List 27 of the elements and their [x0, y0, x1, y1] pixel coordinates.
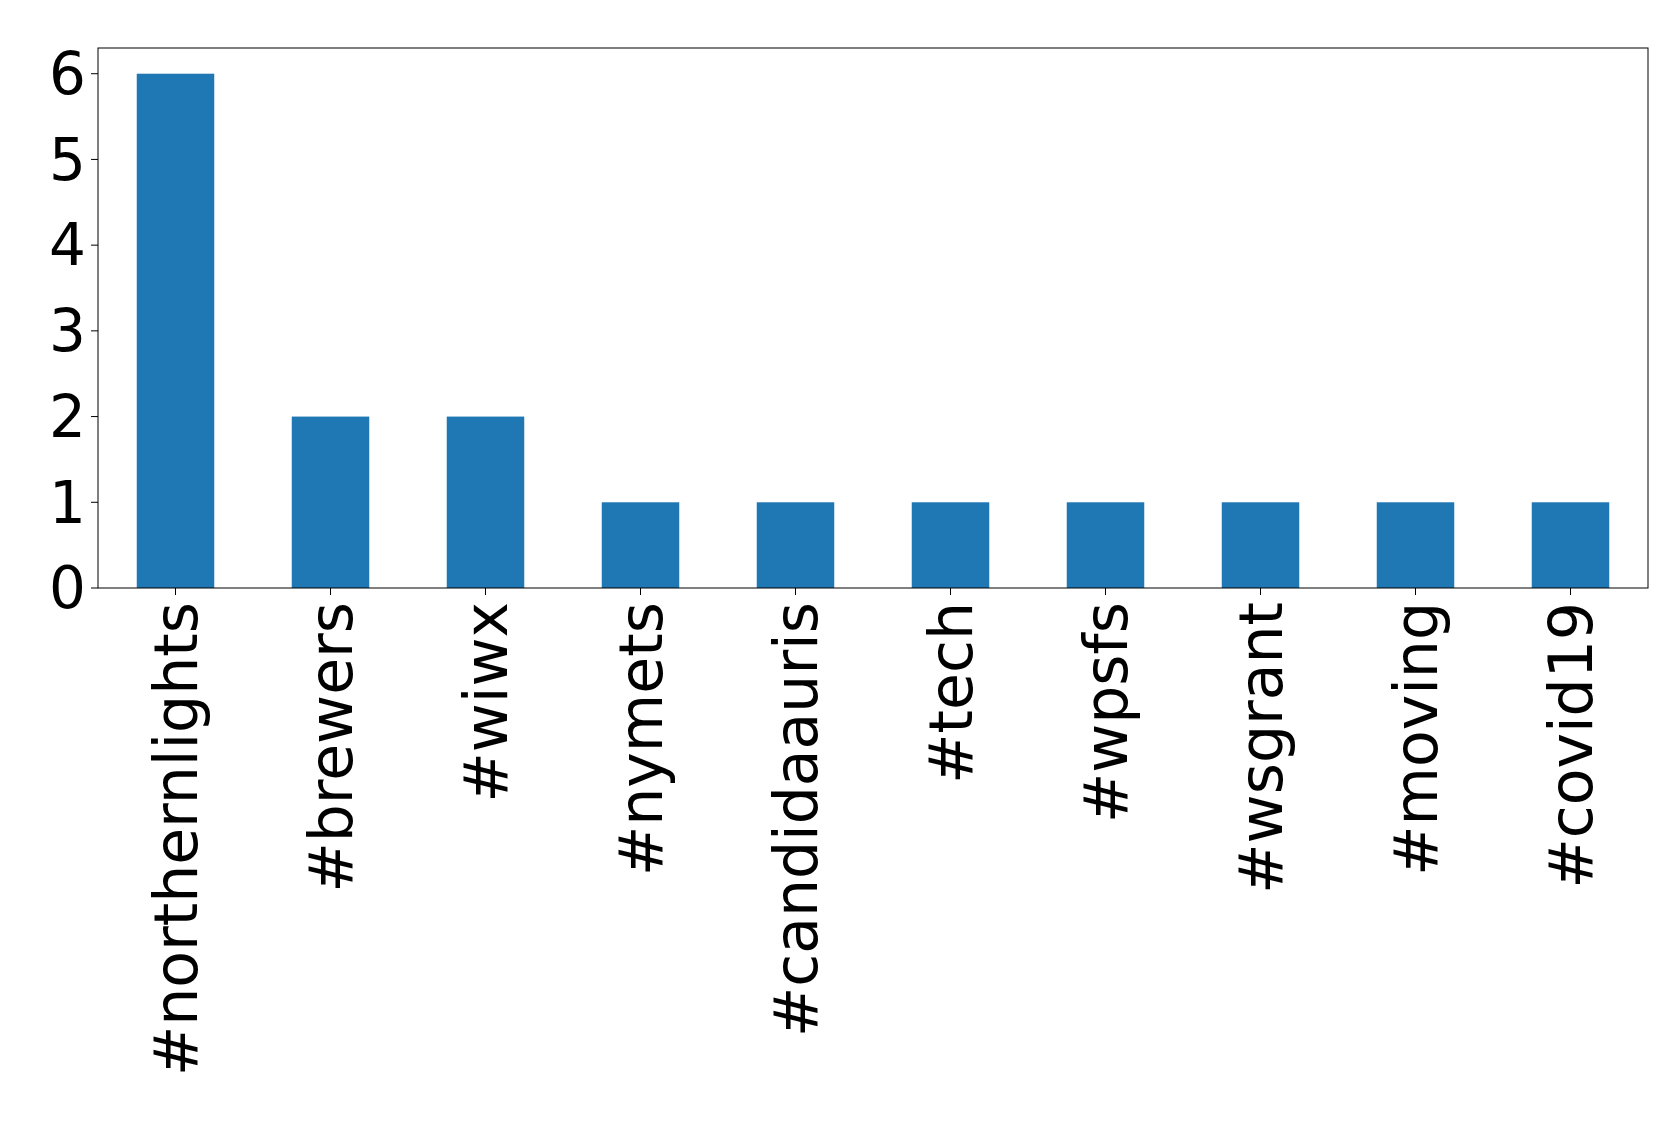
bar	[136, 73, 215, 588]
x-tick-label: #tech	[915, 602, 986, 784]
bar	[1531, 502, 1610, 588]
y-tick-label: 0	[49, 554, 86, 623]
bar	[1066, 502, 1145, 588]
y-tick-label: 2	[49, 382, 86, 451]
y-tick-label: 3	[49, 297, 86, 366]
bar	[756, 502, 835, 588]
bar	[446, 416, 525, 588]
x-tick-label: #wiwx	[450, 602, 521, 803]
y-tick-label: 6	[49, 40, 86, 109]
x-tick-label: #nymets	[605, 602, 676, 876]
x-tick-label: #northernlights	[140, 602, 211, 1077]
bar	[1221, 502, 1300, 588]
bar	[911, 502, 990, 588]
bar	[1376, 502, 1455, 588]
x-tick-label: #brewers	[295, 602, 366, 893]
x-tick-label: #candidaauris	[760, 602, 831, 1038]
y-tick-label: 5	[49, 125, 86, 194]
x-tick-label: #covid19	[1535, 602, 1606, 889]
y-tick-label: 4	[49, 211, 86, 280]
bar	[291, 416, 370, 588]
y-tick-label: 1	[49, 468, 86, 537]
x-tick-label: #moving	[1380, 602, 1451, 876]
x-tick-label: #wpsfs	[1070, 602, 1141, 824]
bar	[601, 502, 680, 588]
x-tick-label: #wsgrant	[1225, 602, 1296, 894]
